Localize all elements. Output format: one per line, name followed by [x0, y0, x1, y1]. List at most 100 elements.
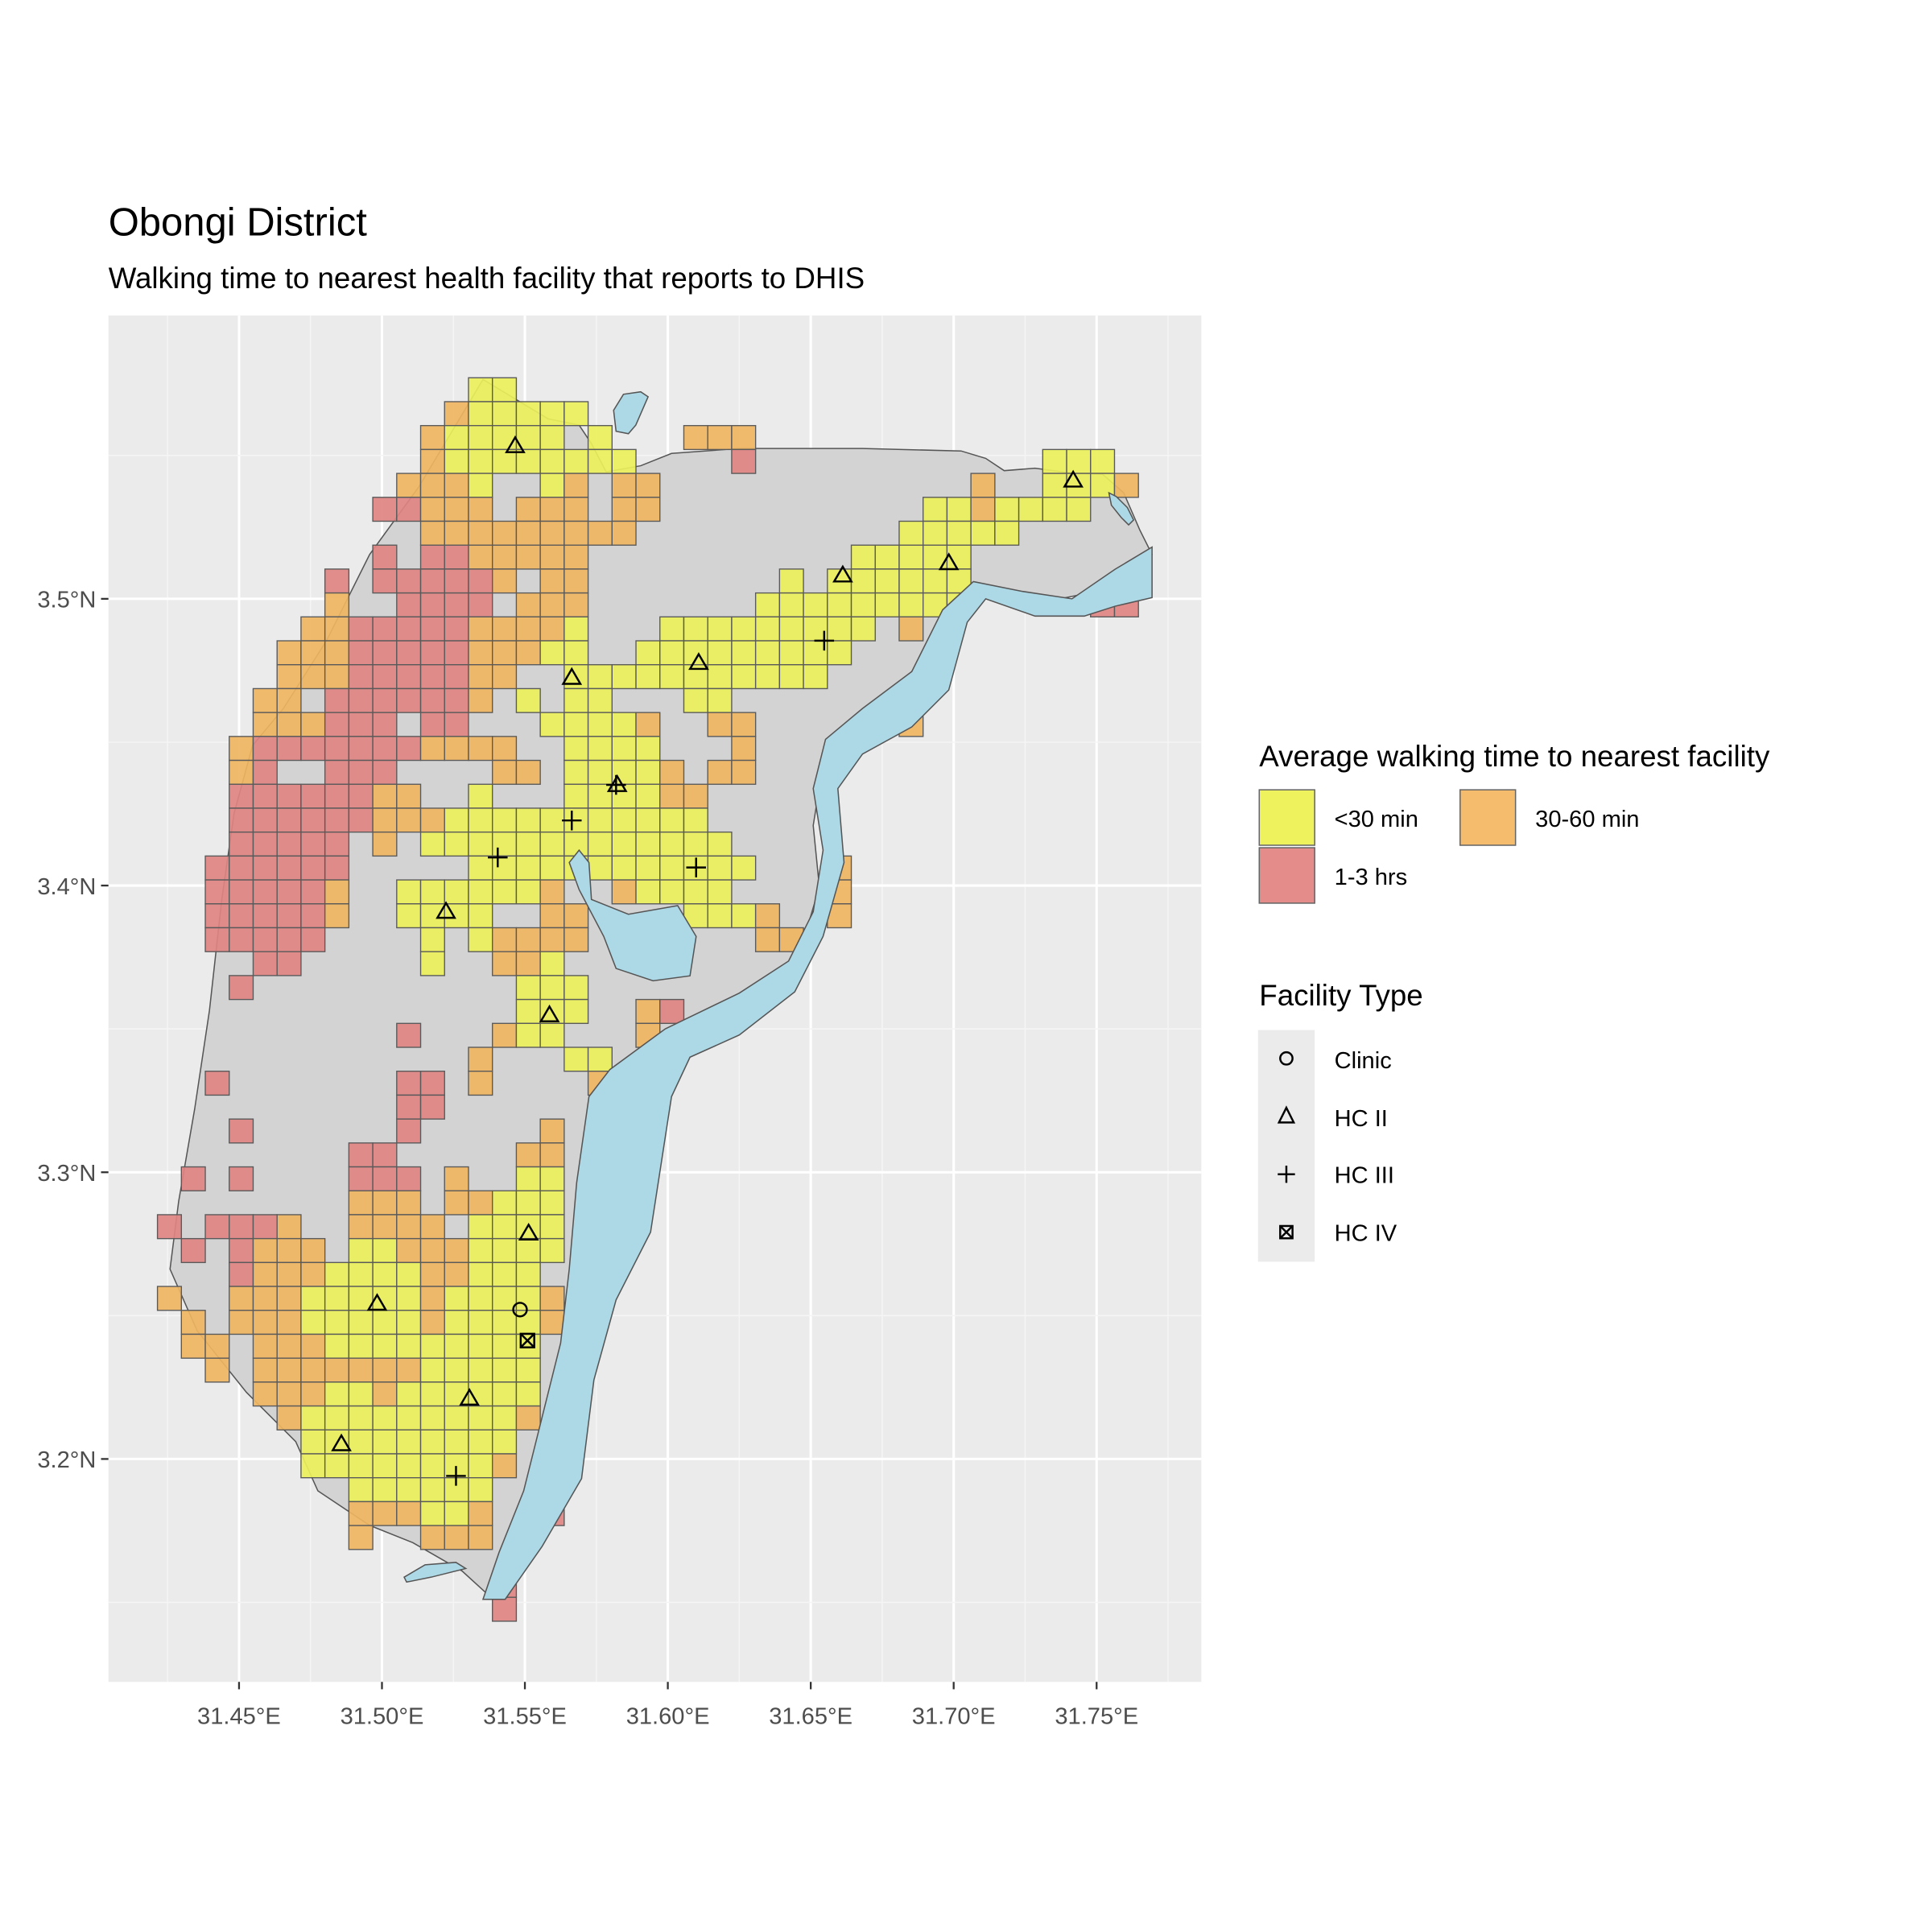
cell-1-3-hrs	[396, 497, 422, 522]
cell-under-30-min	[539, 448, 565, 474]
cell-30-60-min	[300, 664, 326, 690]
cell-1-3-hrs	[156, 1214, 183, 1240]
cell-under-30-min	[1066, 448, 1092, 474]
cell-under-30-min	[515, 1261, 541, 1287]
cell-under-30-min	[468, 831, 493, 857]
cell-1-3-hrs	[229, 783, 254, 809]
cell-under-30-min	[515, 1357, 541, 1383]
cell-30-60-min	[611, 497, 637, 522]
lake-central	[568, 848, 697, 982]
cell-30-60-min	[204, 1333, 230, 1359]
cell-under-30-min	[564, 831, 589, 857]
cell-30-60-min	[276, 1333, 302, 1359]
cell-30-60-min	[276, 1237, 302, 1264]
cell-1-3-hrs	[372, 1166, 398, 1191]
hc4-square-cross-icon	[519, 1332, 535, 1348]
cell-30-60-min	[611, 520, 637, 546]
cell-under-30-min	[611, 855, 637, 881]
cell-under-30-min	[946, 497, 972, 522]
cell-30-60-min	[276, 712, 302, 737]
cell-1-3-hrs	[396, 687, 422, 713]
cell-30-60-min	[396, 473, 422, 498]
cell-30-60-min	[419, 1310, 445, 1335]
cell-under-30-min	[492, 1237, 518, 1264]
cell-under-30-min	[372, 1310, 398, 1335]
cell-under-30-min	[539, 855, 565, 881]
cell-under-30-min	[468, 879, 493, 905]
cell-30-60-min	[396, 807, 422, 833]
cell-30-60-min	[468, 544, 493, 570]
cell-30-60-min	[396, 783, 422, 809]
cell-30-60-min	[539, 592, 565, 618]
cell-under-30-min	[419, 1405, 445, 1430]
cell-30-60-min	[539, 1310, 565, 1335]
cell-1-3-hrs	[396, 640, 422, 666]
cell-30-60-min	[635, 712, 661, 737]
cell-30-60-min	[180, 1333, 206, 1359]
cell-30-60-min	[564, 497, 589, 522]
cell-under-30-min	[444, 1286, 469, 1311]
cell-under-30-min	[1018, 497, 1043, 522]
cell-under-30-min	[372, 1453, 398, 1479]
cell-30-60-min	[515, 640, 541, 666]
cell-1-3-hrs	[444, 544, 469, 570]
cell-under-30-min	[731, 903, 757, 929]
cell-under-30-min	[515, 855, 541, 881]
cell-under-30-min	[444, 424, 469, 451]
cell-30-60-min	[252, 1237, 278, 1264]
cell-30-60-min	[635, 497, 661, 522]
cell-under-30-min	[707, 903, 733, 929]
map-title: Obongi District	[109, 200, 368, 244]
cell-30-60-min	[564, 568, 589, 594]
cell-under-30-min	[778, 592, 804, 618]
cell-under-30-min	[611, 664, 637, 690]
cell-under-30-min	[468, 424, 493, 451]
cell-under-30-min	[419, 903, 445, 929]
cell-30-60-min	[707, 424, 733, 451]
hc2-triangle-icon	[938, 552, 960, 571]
x-tick-label: 31.65°E	[769, 1703, 852, 1729]
cell-under-30-min	[444, 448, 469, 474]
cell-30-60-min	[492, 568, 518, 594]
cell-1-3-hrs	[300, 736, 326, 762]
cell-30-60-min	[300, 712, 326, 737]
cell-under-30-min	[468, 1333, 493, 1359]
cell-under-30-min	[564, 975, 589, 1001]
hc3-plus-icon	[488, 847, 508, 868]
cell-under-30-min	[515, 1310, 541, 1335]
cell-1-3-hrs	[419, 640, 445, 666]
cell-under-30-min	[468, 1286, 493, 1311]
plus-icon	[1278, 1165, 1295, 1183]
cell-30-60-min	[492, 640, 518, 666]
cell-1-3-hrs	[348, 759, 374, 785]
cell-30-60-min	[444, 1261, 469, 1287]
cell-30-60-min	[444, 1190, 469, 1216]
cell-1-3-hrs	[229, 1118, 254, 1144]
cell-under-30-min	[539, 951, 565, 976]
cell-under-30-min	[564, 640, 589, 666]
cell-30-60-min	[683, 783, 708, 809]
cell-30-60-min	[515, 1142, 541, 1168]
cell-30-60-min	[252, 687, 278, 713]
cell-under-30-min	[539, 401, 565, 427]
cell-under-30-min	[754, 640, 781, 666]
y-tick-label: 3.2°N	[37, 1447, 96, 1473]
cell-under-30-min	[587, 664, 613, 690]
cell-1-3-hrs	[252, 759, 278, 785]
cell-30-60-min	[276, 1310, 302, 1335]
cell-30-60-min	[372, 1357, 398, 1383]
cell-30-60-min	[252, 1261, 278, 1287]
cell-under-30-min	[492, 1405, 518, 1430]
hc2-triangle-icon	[459, 1388, 480, 1406]
cell-under-30-min	[348, 1405, 374, 1430]
cell-under-30-min	[923, 568, 948, 594]
cell-30-60-min	[564, 544, 589, 570]
cell-under-30-min	[468, 1310, 493, 1335]
cell-30-60-min	[300, 640, 326, 666]
cell-under-30-min	[492, 1214, 518, 1240]
cell-under-30-min	[587, 831, 613, 857]
cell-under-30-min	[419, 1357, 445, 1383]
cell-1-3-hrs	[444, 712, 469, 737]
cell-under-30-min	[683, 879, 708, 905]
cell-under-30-min	[515, 1237, 541, 1264]
